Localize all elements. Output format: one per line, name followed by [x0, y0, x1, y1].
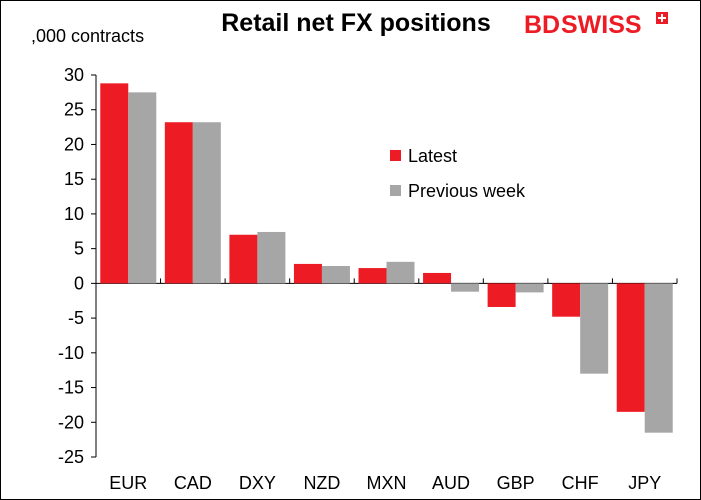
- brand-swiss: SWISS: [561, 11, 642, 39]
- y-tick-label: 5: [74, 239, 84, 259]
- bar-latest-jpy: [616, 283, 645, 412]
- y-tick-label: -20: [58, 412, 84, 432]
- x-tick-label-gbp: GBP: [497, 473, 535, 493]
- bar-latest-dxy: [229, 234, 258, 284]
- chart-title: Retail net FX positions: [221, 9, 490, 37]
- bar-latest-cad: [164, 122, 193, 284]
- y-tick-label: 15: [64, 169, 84, 189]
- y-tick-label: 20: [64, 134, 84, 154]
- x-tick-label-dxy: DXY: [239, 473, 276, 493]
- y-tick-label: -15: [58, 378, 84, 398]
- y-tick-label: 10: [64, 204, 84, 224]
- x-tick-label-chf: CHF: [562, 473, 599, 493]
- x-tick-label-nzd: NZD: [303, 473, 340, 493]
- y-axis-label: ,000 contracts: [31, 26, 144, 46]
- legend-label-previous: Previous week: [408, 181, 526, 201]
- brand-bd: BD: [524, 11, 560, 39]
- bar-previous-mxn: [386, 261, 415, 284]
- x-tick-label-mxn: MXN: [367, 473, 407, 493]
- legend-label-latest: Latest: [408, 146, 457, 166]
- y-tick-label: 0: [74, 273, 84, 293]
- bar-previous-aud: [451, 283, 480, 292]
- legend: Latest Previous week: [390, 146, 526, 201]
- x-tick-label-eur: EUR: [109, 473, 147, 493]
- bar-previous-dxy: [257, 231, 286, 284]
- bars: [100, 83, 673, 433]
- bar-latest-chf: [552, 283, 581, 317]
- bar-previous-chf: [580, 283, 609, 374]
- bar-latest-eur: [100, 83, 129, 284]
- y-tick-label: -5: [68, 308, 84, 328]
- bar-previous-jpy: [644, 283, 673, 433]
- bar-previous-gbp: [515, 283, 544, 293]
- bar-previous-nzd: [321, 266, 350, 284]
- legend-swatch-latest: [390, 150, 401, 161]
- y-tick-label: -25: [58, 447, 84, 467]
- x-tick-label-jpy: JPY: [628, 473, 661, 493]
- bar-latest-aud: [423, 272, 452, 284]
- bar-previous-eur: [128, 92, 157, 284]
- bar-latest-mxn: [358, 268, 387, 284]
- y-tick-label: 25: [64, 100, 84, 120]
- x-tick-label-cad: CAD: [174, 473, 212, 493]
- bar-latest-nzd: [293, 263, 322, 284]
- brand-logo: BD SWISS: [524, 11, 668, 39]
- bar-previous-cad: [192, 122, 221, 284]
- x-tick-label-aud: AUD: [432, 473, 470, 493]
- bar-latest-gbp: [487, 283, 516, 307]
- legend-swatch-previous: [390, 185, 401, 196]
- y-tick-label: -10: [58, 343, 84, 363]
- y-tick-label: 30: [64, 65, 84, 85]
- axes: 30 25 20 15 10 5 0 -5 -10 -15 -20 -25 EUR CAD DXY NZD MX…: [58, 65, 678, 493]
